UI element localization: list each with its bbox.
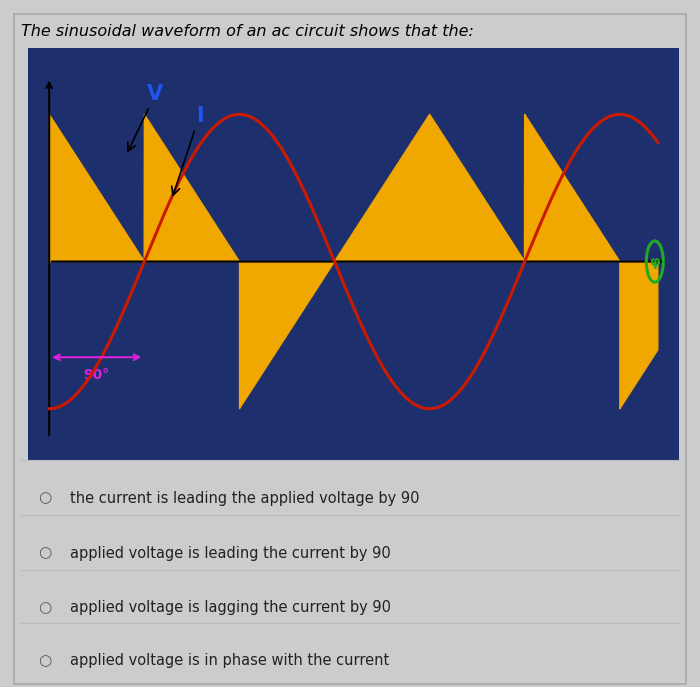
- Text: I: I: [172, 106, 204, 195]
- Text: ○: ○: [38, 600, 52, 616]
- Text: The sinusoidal waveform of an ac circuit shows that the:: The sinusoidal waveform of an ac circuit…: [21, 24, 474, 39]
- Text: φ: φ: [650, 255, 660, 269]
- Text: ○: ○: [38, 491, 52, 506]
- Text: applied voltage is leading the current by 90: applied voltage is leading the current b…: [70, 545, 391, 561]
- Text: ○: ○: [38, 653, 52, 668]
- Text: V: V: [128, 84, 163, 151]
- Text: applied voltage is in phase with the current: applied voltage is in phase with the cur…: [70, 653, 389, 668]
- Text: ○: ○: [38, 545, 52, 561]
- Text: the current is leading the applied voltage by 90: the current is leading the applied volta…: [70, 491, 419, 506]
- Text: applied voltage is lagging the current by 90: applied voltage is lagging the current b…: [70, 600, 391, 616]
- Text: 90°: 90°: [83, 368, 110, 381]
